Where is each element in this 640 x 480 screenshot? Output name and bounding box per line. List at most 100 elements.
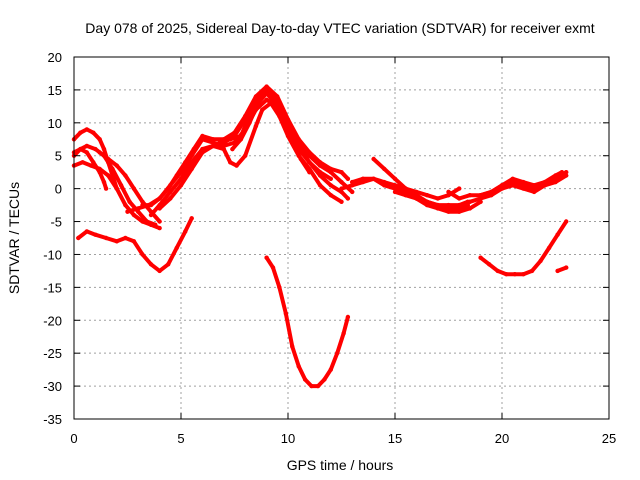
- data-point: [174, 173, 179, 178]
- data-point: [166, 262, 171, 267]
- data-point: [264, 87, 269, 93]
- data-point: [166, 186, 171, 191]
- y-tick-label: 5: [55, 149, 62, 164]
- data-point: [424, 202, 430, 208]
- data-point: [322, 377, 327, 382]
- data-point: [97, 137, 102, 142]
- data-point: [131, 239, 137, 244]
- data-point: [403, 193, 408, 198]
- data-point: [542, 179, 547, 185]
- data-point: [228, 137, 233, 142]
- data-point: [131, 212, 137, 218]
- series-line: [371, 157, 470, 211]
- x-tick-label: 5: [177, 431, 184, 446]
- series-track-12: [230, 91, 333, 181]
- series-line: [467, 173, 569, 204]
- data-point: [157, 196, 162, 201]
- data-point: [457, 196, 462, 201]
- data-point: [339, 186, 344, 191]
- data-point: [510, 183, 515, 188]
- data-point: [531, 189, 537, 195]
- data-point: [78, 146, 83, 152]
- y-tick-label: -25: [43, 346, 62, 361]
- data-point: [281, 114, 286, 119]
- series-track-8: [140, 84, 351, 208]
- data-point: [234, 163, 239, 168]
- data-point: [350, 179, 355, 185]
- series-track-19: [478, 170, 565, 198]
- data-point: [371, 176, 376, 181]
- data-point: [183, 229, 188, 234]
- series-track-5: [97, 150, 162, 224]
- data-point: [174, 245, 179, 251]
- data-point: [317, 170, 323, 175]
- data-point: [290, 344, 295, 349]
- data-point: [157, 225, 162, 231]
- data-point: [521, 186, 526, 191]
- data-point: [339, 170, 344, 175]
- data-point: [91, 130, 96, 135]
- data-point: [350, 189, 355, 195]
- data-point: [76, 235, 81, 241]
- data-point: [504, 272, 509, 277]
- data-point: [84, 143, 90, 149]
- series-line: [264, 255, 350, 389]
- data-point: [84, 127, 90, 132]
- chart-title: Day 078 of 2025, Sidereal Day-to-day VTE…: [85, 20, 594, 36]
- data-point: [189, 166, 194, 172]
- data-point: [555, 232, 560, 237]
- x-tick-label: 25: [602, 431, 616, 446]
- data-point: [178, 183, 184, 188]
- data-point: [217, 140, 222, 145]
- data-point: [564, 173, 569, 178]
- x-tick-label: 10: [281, 431, 295, 446]
- data-point: [255, 94, 261, 99]
- data-series: [71, 84, 569, 389]
- data-point: [97, 170, 102, 175]
- data-point: [123, 202, 128, 208]
- y-tick-label: -35: [43, 412, 62, 427]
- data-point: [255, 100, 261, 106]
- data-point: [140, 252, 145, 257]
- data-point: [555, 268, 560, 274]
- data-point: [559, 170, 565, 175]
- series-line: [478, 219, 569, 277]
- y-tick-label: -20: [43, 313, 62, 328]
- x-tick-labels: 0 5 10 15 20 25: [70, 431, 616, 446]
- data-point: [153, 222, 158, 227]
- data-point: [93, 232, 98, 237]
- data-point: [228, 160, 233, 165]
- data-point: [260, 107, 265, 112]
- series-line: [72, 160, 162, 231]
- data-point: [118, 183, 124, 188]
- series-track-2: [71, 143, 158, 227]
- data-point: [467, 206, 473, 211]
- data-point: [253, 123, 259, 129]
- y-axis-title: SDTVAR / TECUs: [6, 182, 22, 294]
- y-tick-label: -5: [50, 215, 62, 230]
- data-point: [101, 179, 107, 185]
- data-point: [478, 196, 483, 201]
- data-point: [403, 186, 408, 191]
- data-point: [283, 311, 289, 316]
- data-point: [564, 170, 569, 175]
- data-point: [446, 209, 451, 214]
- data-point: [91, 160, 96, 165]
- data-point: [317, 160, 323, 165]
- data-point: [101, 146, 107, 152]
- data-point: [210, 137, 216, 142]
- data-point: [131, 186, 137, 191]
- y-tick-label: 20: [48, 50, 62, 65]
- data-point: [495, 268, 500, 274]
- data-point: [360, 176, 366, 181]
- data-point: [157, 268, 162, 274]
- data-point: [467, 199, 473, 204]
- data-point: [238, 137, 244, 142]
- grid-lines: [74, 57, 609, 419]
- data-point: [328, 193, 333, 198]
- data-point: [457, 186, 462, 191]
- data-point: [243, 153, 248, 158]
- data-point: [339, 199, 344, 204]
- data-point: [478, 255, 483, 260]
- data-point: [78, 130, 83, 135]
